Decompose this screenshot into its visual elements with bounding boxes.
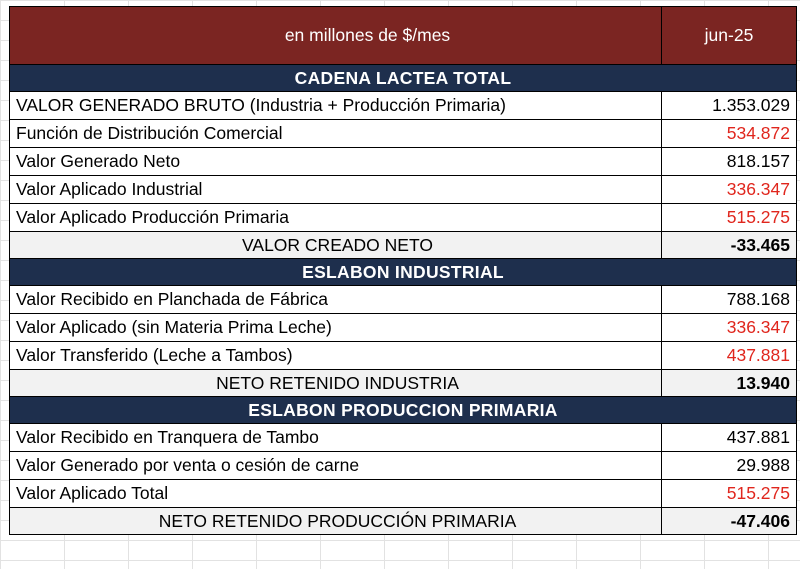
dairy-value-chain-table: en millones de $/mes jun-25 CADENA LACTE… xyxy=(9,6,797,535)
section-header-row: CADENA LACTEA TOTAL xyxy=(9,64,797,92)
row-label-cell[interactable]: Valor Generado por venta o cesión de car… xyxy=(9,451,662,480)
row-value-cell[interactable]: 1.353.029 xyxy=(661,91,797,120)
total-value-cell[interactable]: -33.465 xyxy=(661,231,797,259)
table-row: Valor Aplicado (sin Materia Prima Leche)… xyxy=(9,313,797,342)
table-row: Valor Aplicado Producción Primaria 515.2… xyxy=(9,203,797,232)
units-header-cell[interactable]: en millones de $/mes xyxy=(9,6,662,65)
total-label-cell[interactable]: NETO RETENIDO INDUSTRIA xyxy=(9,369,662,397)
row-label-cell[interactable]: Valor Recibido en Tranquera de Tambo xyxy=(9,423,662,452)
table-row: Valor Aplicado Industrial 336.347 xyxy=(9,175,797,204)
row-value-cell[interactable]: 336.347 xyxy=(661,175,797,204)
section-total-row: NETO RETENIDO INDUSTRIA 13.940 xyxy=(9,369,797,397)
row-label-cell[interactable]: Valor Recibido en Planchada de Fábrica xyxy=(9,285,662,314)
row-value-cell[interactable]: 29.988 xyxy=(661,451,797,480)
section-header-row: ESLABON PRODUCCION PRIMARIA xyxy=(9,396,797,424)
row-value-cell[interactable]: 515.275 xyxy=(661,479,797,508)
row-label-cell[interactable]: Función de Distribución Comercial xyxy=(9,119,662,148)
row-value-cell[interactable]: 437.881 xyxy=(661,341,797,370)
table-row: Valor Transferido (Leche a Tambos) 437.8… xyxy=(9,341,797,370)
section-title-eslabon-produccion-primaria[interactable]: ESLABON PRODUCCION PRIMARIA xyxy=(9,396,797,424)
total-value-cell[interactable]: 13.940 xyxy=(661,369,797,397)
table-header-row: en millones de $/mes jun-25 xyxy=(9,6,797,65)
row-value-cell[interactable]: 515.275 xyxy=(661,203,797,232)
row-value-cell[interactable]: 437.881 xyxy=(661,423,797,452)
section-total-row: VALOR CREADO NETO -33.465 xyxy=(9,231,797,259)
period-header-cell[interactable]: jun-25 xyxy=(661,6,797,65)
row-value-cell[interactable]: 534.872 xyxy=(661,119,797,148)
section-title-eslabon-industrial[interactable]: ESLABON INDUSTRIAL xyxy=(9,258,797,286)
row-label-cell[interactable]: Valor Aplicado Producción Primaria xyxy=(9,203,662,232)
row-label-cell[interactable]: Valor Generado Neto xyxy=(9,147,662,176)
row-value-cell[interactable]: 336.347 xyxy=(661,313,797,342)
total-value-cell[interactable]: -47.406 xyxy=(661,507,797,535)
section-total-row: NETO RETENIDO PRODUCCIÓN PRIMARIA -47.40… xyxy=(9,507,797,535)
row-value-cell[interactable]: 788.168 xyxy=(661,285,797,314)
section-header-row: ESLABON INDUSTRIAL xyxy=(9,258,797,286)
row-label-cell[interactable]: VALOR GENERADO BRUTO (Industria + Produc… xyxy=(9,91,662,120)
row-label-cell[interactable]: Valor Aplicado Industrial xyxy=(9,175,662,204)
table-row: Función de Distribución Comercial 534.87… xyxy=(9,119,797,148)
row-value-cell[interactable]: 818.157 xyxy=(661,147,797,176)
table-row: Valor Generado Neto 818.157 xyxy=(9,147,797,176)
table-row: Valor Generado por venta o cesión de car… xyxy=(9,451,797,480)
row-label-cell[interactable]: Valor Transferido (Leche a Tambos) xyxy=(9,341,662,370)
table-row: Valor Recibido en Tranquera de Tambo 437… xyxy=(9,423,797,452)
total-label-cell[interactable]: VALOR CREADO NETO xyxy=(9,231,662,259)
table-row: VALOR GENERADO BRUTO (Industria + Produc… xyxy=(9,91,797,120)
row-label-cell[interactable]: Valor Aplicado (sin Materia Prima Leche) xyxy=(9,313,662,342)
section-title-cadena-lactea-total[interactable]: CADENA LACTEA TOTAL xyxy=(9,64,797,92)
table-row: Valor Aplicado Total 515.275 xyxy=(9,479,797,508)
table-row: Valor Recibido en Planchada de Fábrica 7… xyxy=(9,285,797,314)
total-label-cell[interactable]: NETO RETENIDO PRODUCCIÓN PRIMARIA xyxy=(9,507,662,535)
row-label-cell[interactable]: Valor Aplicado Total xyxy=(9,479,662,508)
